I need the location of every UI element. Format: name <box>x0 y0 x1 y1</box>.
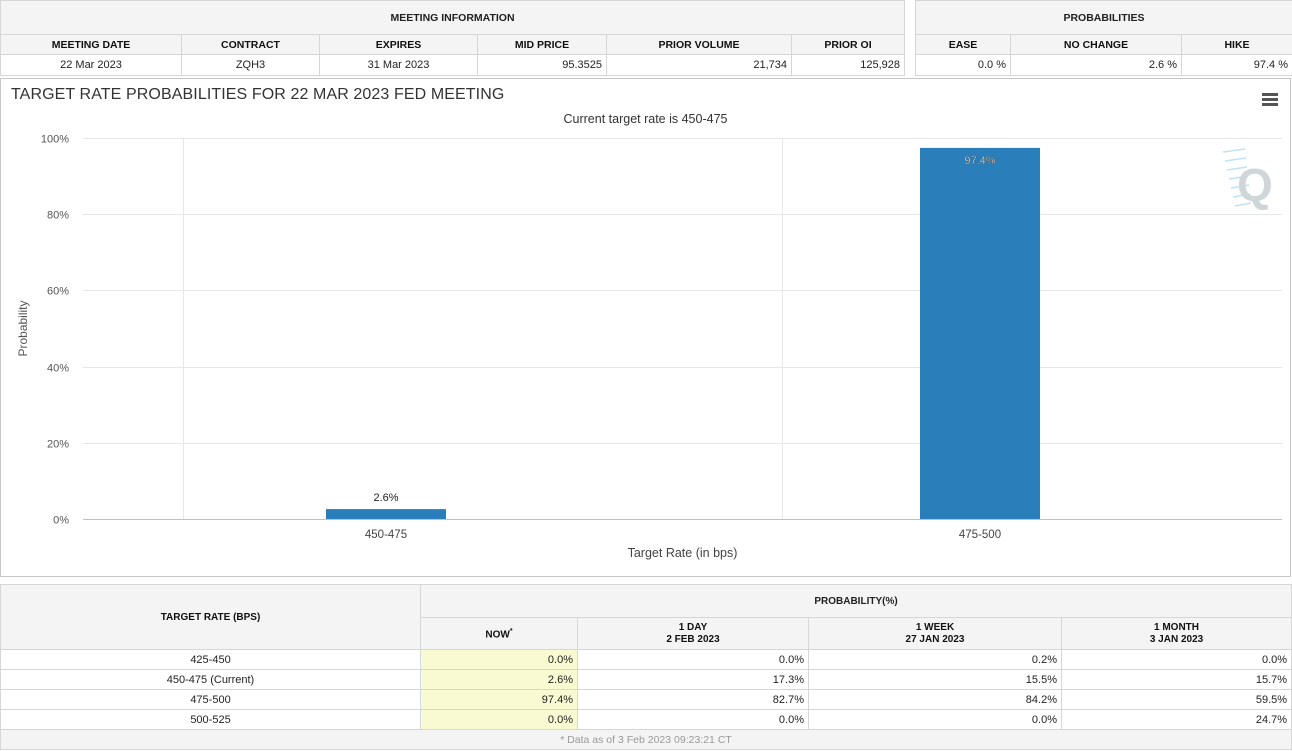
value-ease: 0.0 % <box>915 54 1011 76</box>
table-row: 500-525 0.0% 0.0% 0.0% 24.7% <box>0 709 1292 730</box>
cell-1-month: 15.7% <box>1060 669 1292 690</box>
cell-1-week: 0.0% <box>808 709 1062 730</box>
y-axis-title: Probability <box>16 300 30 356</box>
cell-1-week: 0.2% <box>808 649 1062 670</box>
value-hike: 97.4 % <box>1181 54 1292 76</box>
cell-target-rate: 450-475 (Current) <box>0 669 421 690</box>
cell-1-month: 24.7% <box>1060 709 1292 730</box>
header-probability: PROBABILITY(%) <box>419 584 1292 618</box>
bar-450-475 <box>326 509 446 519</box>
y-tick-label: 0% <box>53 515 69 527</box>
probabilities-title: PROBABILITIES <box>915 0 1292 35</box>
cell-1-day: 0.0% <box>577 709 809 730</box>
x-tick-label: 450-475 <box>365 529 407 541</box>
value-prior-oi: 125,928 <box>790 54 906 76</box>
header-1-month: 1 MONTH 3 JAN 2023 <box>1060 617 1292 650</box>
header-meeting-date: MEETING DATE <box>0 34 182 55</box>
cell-1-day: 0.0% <box>577 649 809 670</box>
quikstrike-q-logo: Q <box>1222 148 1273 211</box>
header-contract: CONTRACT <box>181 34 320 55</box>
header-ease: EASE <box>915 34 1011 55</box>
cell-target-rate: 500-525 <box>0 709 421 730</box>
cell-1-day: 82.7% <box>577 689 809 710</box>
cell-1-week: 15.5% <box>808 669 1062 690</box>
header-prior-volume: PRIOR VOLUME <box>606 34 792 55</box>
bar-chart: Q 0% 20% 40% 60% 80% 100% 2.6% 450-475 97.4% 475-5… <box>16 134 1282 560</box>
x-axis-title: Target Rate (in bps) <box>628 546 738 560</box>
target-rate-probability-table: TARGET RATE (BPS) PROBABILITY(%) NOW* 1 … <box>0 584 1292 750</box>
chart-panel: Q 0% 20% 40% 60% 80% 100% 2.6% 450-475 97.4% 475-5… <box>0 78 1291 577</box>
table-row: 450-475 (Current) 2.6% 17.3% 15.5% 15.7% <box>0 669 1292 690</box>
y-tick-label: 60% <box>47 286 69 298</box>
header-no-change: NO CHANGE <box>1010 34 1182 55</box>
cell-1-week: 84.2% <box>808 689 1062 710</box>
value-contract: ZQH3 <box>181 54 320 76</box>
y-tick-label: 20% <box>47 439 69 451</box>
header-now: NOW* <box>420 617 578 650</box>
y-tick-label: 40% <box>47 363 69 375</box>
cell-target-rate: 475-500 <box>0 689 421 710</box>
bar-475-500 <box>920 147 1040 519</box>
cell-1-month: 0.0% <box>1060 649 1292 670</box>
header-target-rate: TARGET RATE (BPS) <box>0 584 421 650</box>
svg-text:Q: Q <box>1237 159 1273 211</box>
header-expires: EXPIRES <box>319 34 478 55</box>
cell-target-rate: 425-450 <box>0 649 421 670</box>
header-hike: HIKE <box>1181 34 1292 55</box>
header-mid-price: MID PRICE <box>477 34 607 55</box>
cell-now: 0.0% <box>420 709 578 730</box>
header-prior-oi: PRIOR OI <box>790 34 906 55</box>
chart-subtitle: Current target rate is 450-475 <box>563 112 728 126</box>
cell-1-month: 59.5% <box>1060 689 1292 710</box>
value-expires: 31 Mar 2023 <box>319 54 478 76</box>
data-label: 2.6% <box>373 492 398 504</box>
footnote: * Data as of 3 Feb 2023 09:23:21 CT <box>0 729 1292 750</box>
value-mid-price: 95.3525 <box>477 54 607 76</box>
y-tick-label: 80% <box>47 210 69 222</box>
meeting-information-title: MEETING INFORMATION <box>0 0 906 35</box>
probabilities-table: PROBABILITIES EASE NO CHANGE HIKE 0.0 % … <box>915 0 1292 76</box>
header-1-week: 1 WEEK 27 JAN 2023 <box>808 617 1062 650</box>
table-row: 475-500 97.4% 82.7% 84.2% 59.5% <box>0 689 1292 710</box>
cell-now: 97.4% <box>420 689 578 710</box>
cell-now: 2.6% <box>420 669 578 690</box>
table-row: 425-450 0.0% 0.0% 0.2% 0.0% <box>0 649 1292 670</box>
x-tick-label: 475-500 <box>959 529 1001 541</box>
value-meeting-date: 22 Mar 2023 <box>0 54 182 76</box>
cell-now: 0.0% <box>420 649 578 670</box>
cell-1-day: 17.3% <box>577 669 809 690</box>
meeting-information-table: MEETING INFORMATION MEETING DATE CONTRAC… <box>0 0 906 76</box>
data-label: 97.4% <box>964 155 995 167</box>
chart-title: TARGET RATE PROBABILITIES FOR 22 MAR 202… <box>11 86 505 103</box>
value-prior-volume: 21,734 <box>606 54 792 76</box>
hamburger-menu-icon[interactable] <box>1262 93 1278 106</box>
header-1-day: 1 DAY 2 FEB 2023 <box>577 617 809 650</box>
y-tick-label: 100% <box>41 134 69 146</box>
value-no-change: 2.6 % <box>1010 54 1182 76</box>
